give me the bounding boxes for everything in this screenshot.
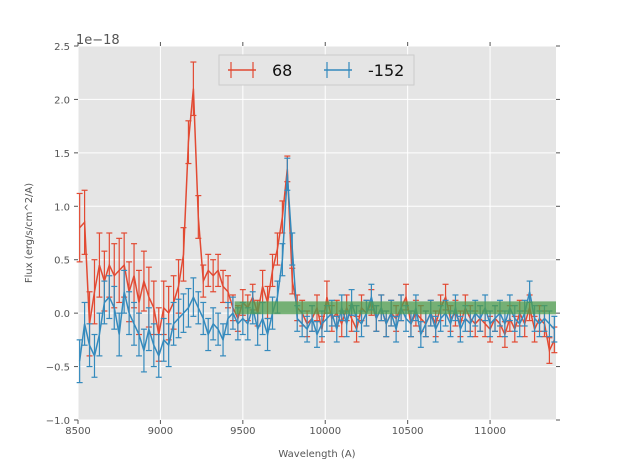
y-tick-label: 2.0 bbox=[54, 95, 70, 106]
y-axis-label: Flux (erg/s/cm^2/A) bbox=[24, 183, 35, 283]
legend: 68 -152 bbox=[218, 54, 415, 86]
x-tick-label: 11000 bbox=[474, 426, 506, 437]
x-tick-label: 8500 bbox=[65, 426, 90, 437]
shaded-band bbox=[234, 301, 556, 315]
y-tick-label: 1.5 bbox=[54, 149, 70, 160]
x-tick-label: 10000 bbox=[309, 426, 341, 437]
band-layer bbox=[234, 301, 556, 315]
y-tick-label: −0.5 bbox=[46, 363, 70, 374]
y-tick-label: 0.0 bbox=[54, 309, 70, 320]
axes: 8500 9000 9500 10000 10500 11000 −1.0 −0.5 0.0 0.… bbox=[46, 42, 560, 437]
y-tick-label: 2.5 bbox=[54, 42, 70, 53]
x-tick-label: 9000 bbox=[148, 426, 173, 437]
plot-background bbox=[78, 46, 556, 420]
x-tick-label: 10500 bbox=[392, 426, 424, 437]
grid bbox=[77, 45, 556, 421]
y-offset-text: 1e−18 bbox=[76, 33, 120, 48]
y-tick-label: −1.0 bbox=[46, 416, 70, 427]
y-tick-label: 1.0 bbox=[54, 202, 70, 213]
x-axis-label: Wavelength (A) bbox=[278, 449, 355, 460]
x-tick-label: 9500 bbox=[230, 426, 255, 437]
y-tick-label: 0.5 bbox=[54, 256, 70, 267]
legend-label: -152 bbox=[368, 61, 404, 80]
legend-label: 68 bbox=[272, 61, 292, 80]
